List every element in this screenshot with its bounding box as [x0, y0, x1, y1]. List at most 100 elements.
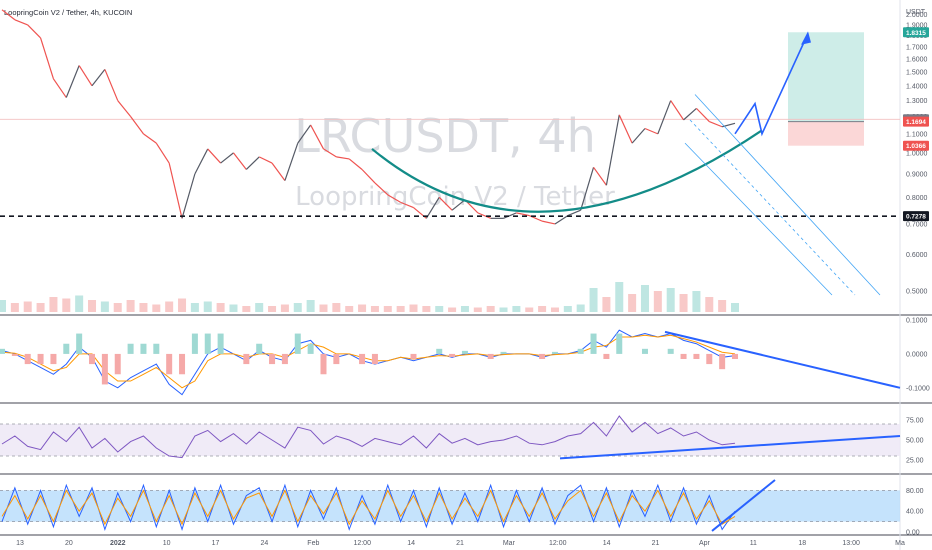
volume-bar: [640, 285, 649, 312]
macd-histogram-bar: [371, 353, 378, 365]
price-tick-label: 1.4000: [906, 83, 928, 90]
volume-bar: [435, 306, 444, 312]
price-segment: [695, 107, 710, 122]
volume-bar: [473, 307, 482, 312]
price-series: [0, 9, 900, 225]
volume-bar: [190, 303, 199, 312]
volume-bar: [319, 304, 328, 312]
price-segment: [516, 212, 530, 217]
macd-histogram-bar: [0, 348, 5, 354]
volume-bar: [589, 288, 598, 312]
volume-bar: [525, 307, 534, 312]
price-badge: [903, 116, 929, 127]
volume-bar: [332, 303, 341, 312]
volume-bar: [293, 303, 302, 312]
macd-histogram-bar: [127, 343, 134, 354]
channel-bottom: [684, 142, 833, 296]
volume-bar: [88, 300, 97, 312]
volume-bar: [242, 306, 251, 312]
macd-histogram-bar: [11, 353, 18, 356]
price-segment: [220, 152, 234, 164]
macd-histogram-bar: [140, 343, 147, 354]
volume-bar: [731, 303, 739, 312]
macd-line: [1, 329, 736, 396]
macd-histogram-bar: [114, 353, 121, 375]
time-tick-label: 17: [212, 540, 220, 547]
price-badge-text: 1.1694: [906, 119, 926, 126]
stoch-tick-label: 80.00: [906, 488, 924, 495]
time-tick-label: 21: [456, 540, 464, 547]
time-tick-label: Feb: [307, 540, 319, 547]
price-segment: [258, 156, 273, 164]
volume-bar: [113, 303, 122, 312]
macd-histogram-bar: [63, 343, 70, 354]
macd-histogram-bar: [487, 353, 494, 359]
channel-top: [694, 94, 881, 296]
price-segment: [271, 162, 286, 181]
volume-bar: [653, 291, 662, 312]
stoch-trendline: [711, 479, 776, 532]
signal-line: [1, 334, 736, 389]
volume-bar: [460, 306, 469, 312]
price-segment: [245, 156, 260, 170]
price-segment: [580, 167, 595, 211]
volume-bar: [409, 304, 418, 312]
cup-curve: [371, 129, 763, 213]
time-tick-label: Apr: [699, 540, 711, 547]
volume-bar: [0, 300, 6, 312]
macd-histogram-bar: [243, 353, 250, 365]
price-segment: [1, 9, 16, 21]
price-segment: [361, 169, 376, 184]
time-tick-label: 13:00: [842, 540, 860, 547]
price-tick-label: 0.7000: [906, 221, 928, 228]
time-tick-label: 14: [407, 540, 415, 547]
price-segment: [618, 114, 633, 144]
price-segment: [104, 69, 119, 101]
rsi-band: [0, 424, 900, 456]
macd-histogram-bar: [294, 333, 301, 354]
time-tick-label: Mar: [503, 540, 516, 547]
price-segment: [683, 107, 697, 121]
macd-histogram-bar: [269, 353, 276, 365]
price-tick-label: 1.9000: [906, 22, 928, 29]
macd-histogram-bar: [204, 333, 211, 354]
rsi-tick-label: 75.00: [906, 418, 924, 425]
price-axis[interactable]: 2.00001.90001.80001.70001.60001.50001.40…: [903, 12, 930, 537]
chart-drawings[interactable]: [371, 31, 881, 296]
time-tick-label: 20: [65, 540, 73, 547]
price-segment: [400, 201, 414, 209]
price-badge-text: 1.0366: [906, 143, 926, 150]
price-tick-label: 1.1000: [906, 131, 928, 138]
price-segment: [605, 114, 620, 186]
rsi-line: [1, 415, 736, 459]
price-segment: [181, 173, 196, 219]
macd-histogram-bar: [693, 353, 700, 359]
price-segment: [631, 128, 646, 144]
volume-bar: [165, 301, 174, 312]
time-tick-label: 2022: [110, 540, 126, 547]
volume-bar: [280, 304, 289, 312]
volume-bar: [550, 307, 559, 312]
macd-histogram-bar: [76, 333, 83, 354]
long-position-tool[interactable]: [0, 32, 900, 146]
volume-bar: [576, 304, 585, 312]
rsi-tick-label: 25.00: [906, 458, 924, 465]
price-segment: [657, 100, 672, 135]
price-segment: [451, 199, 466, 211]
macd-histogram-bar: [719, 353, 726, 370]
macd-histogram-bar: [641, 348, 648, 354]
volume-bar: [538, 306, 547, 312]
volume-bar: [268, 306, 277, 312]
price-tick-label: 1.3000: [906, 98, 928, 105]
rsi-tick-label: 50.00: [906, 438, 924, 445]
macd-histogram-bar: [603, 353, 610, 359]
macd-histogram-bar: [680, 353, 687, 359]
price-segment: [374, 182, 389, 196]
time-axis[interactable]: 13 20 2022 10 17 24 Feb 12:00 14 21 Mar 12:00 14 21 Ap…: [16, 540, 905, 547]
symbol-title[interactable]: LoopringCoin V2 / Tether, 4h, KUCOIN: [4, 8, 132, 17]
macd-histogram-bar: [461, 350, 468, 354]
volume-bar: [62, 298, 71, 312]
volume-bar: [345, 306, 354, 312]
time-tick-label: 13: [16, 540, 24, 547]
